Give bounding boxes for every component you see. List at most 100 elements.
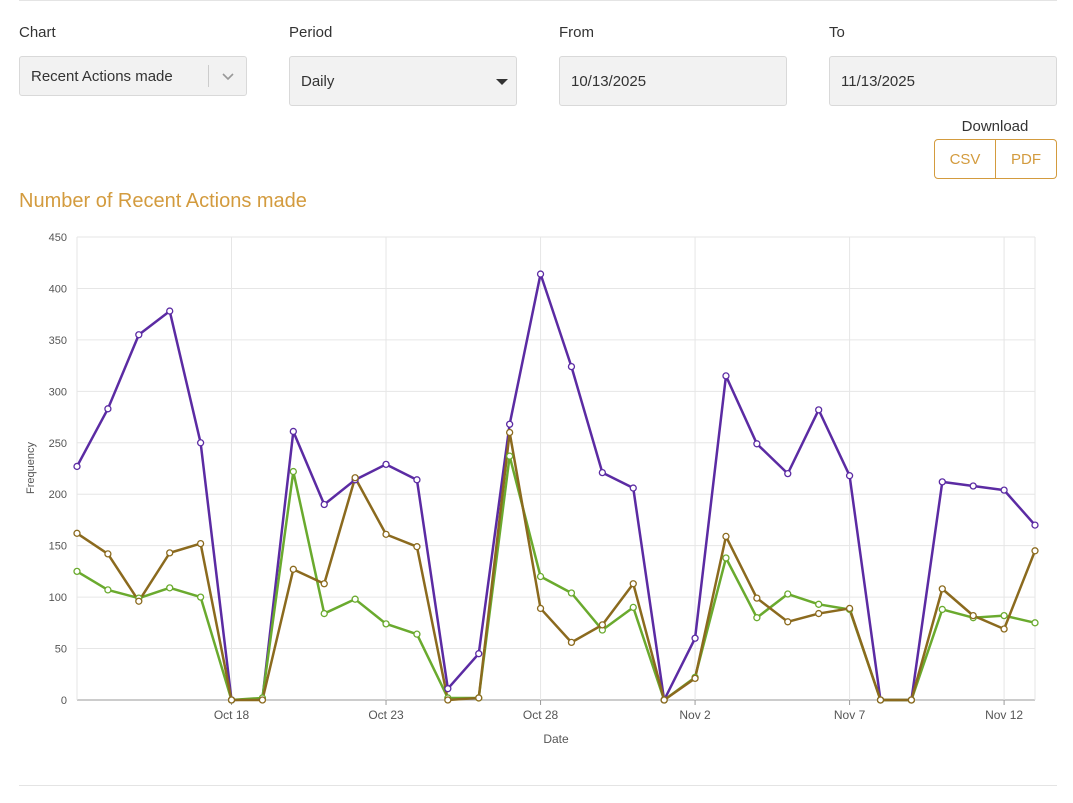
- y-tick-label: 450: [49, 232, 67, 244]
- top-divider: [19, 0, 1057, 1]
- data-point-series-3: [227, 696, 236, 704]
- data-point-series-1: [73, 462, 81, 471]
- data-point-series-1: [382, 460, 390, 469]
- line-chart: 0 50 100 150 200 250 300 350 400 450 Oct 18 Oct 23…: [25, 232, 1039, 746]
- y-tick-label: 50: [55, 644, 67, 656]
- data-point-series-1: [135, 331, 143, 339]
- from-date-value: 10/13/2025: [571, 72, 647, 90]
- data-point-series-2: [938, 605, 946, 614]
- data-point-series-3: [567, 638, 576, 647]
- y-tick-label: 150: [49, 541, 67, 553]
- from-field-label: From: [559, 24, 594, 41]
- x-tick-label: Nov 12: [985, 708, 1023, 722]
- y-tick-label: 350: [49, 335, 67, 347]
- data-point-series-1: [505, 420, 514, 428]
- y-axis-label: Frequency: [25, 442, 37, 494]
- data-point-series-1: [784, 469, 792, 478]
- data-point-series-1: [536, 270, 545, 278]
- caret-down-icon[interactable]: [496, 79, 508, 85]
- data-point-series-1: [104, 405, 112, 413]
- bottom-divider: [19, 785, 1057, 786]
- data-point-series-3: [938, 585, 946, 593]
- series-lines: [75, 272, 1037, 702]
- y-tick-label: 200: [49, 489, 67, 501]
- data-point-series-2: [166, 584, 174, 592]
- data-point-series-3: [444, 696, 452, 704]
- data-point-series-3: [660, 696, 668, 704]
- data-point-series-2: [196, 593, 205, 601]
- to-date-input[interactable]: 11/13/2025: [829, 56, 1057, 106]
- series-line-1: [75, 272, 1037, 702]
- data-point-series-3: [413, 543, 421, 551]
- data-point-series-2: [753, 614, 761, 622]
- data-point-series-3: [135, 597, 143, 605]
- data-point-series-2: [1000, 611, 1008, 620]
- data-point-series-2: [320, 609, 328, 618]
- data-point-series-1: [166, 307, 174, 315]
- data-point-series-2: [382, 620, 390, 628]
- chart-title: Number of Recent Actions made: [19, 190, 307, 212]
- data-point-series-3: [784, 618, 792, 626]
- data-point-series-1: [1031, 521, 1039, 529]
- x-axis-label: Date: [543, 732, 569, 746]
- period-field-label: Period: [289, 24, 333, 41]
- chart-field-label: Chart: [19, 24, 56, 41]
- data-point-series-3: [876, 696, 885, 704]
- pdf-download-button[interactable]: PDF: [996, 139, 1057, 179]
- y-axis-ticks: 0 50 100 150 200 250 300 350 400 450: [49, 232, 67, 707]
- data-point-series-1: [196, 439, 205, 447]
- data-point-series-3: [722, 532, 730, 541]
- period-select-value: Daily: [301, 72, 335, 90]
- data-point-series-2: [722, 554, 730, 562]
- data-point-series-1: [691, 634, 699, 642]
- x-tick-label: Oct 18: [214, 708, 250, 722]
- data-point-series-2: [1031, 619, 1039, 627]
- csv-download-button[interactable]: CSV: [934, 139, 996, 179]
- data-point-series-1: [320, 500, 328, 509]
- data-point-series-1: [629, 484, 637, 492]
- data-point-series-3: [73, 529, 81, 537]
- data-point-series-3: [382, 530, 390, 538]
- data-point-series-3: [289, 565, 297, 573]
- data-point-series-3: [196, 539, 205, 548]
- y-tick-label: 0: [61, 695, 67, 707]
- download-label: Download: [961, 118, 1029, 135]
- data-point-series-2: [104, 586, 112, 594]
- data-point-series-3: [845, 604, 854, 613]
- chart-select-value: Recent Actions made: [31, 67, 173, 85]
- data-point-series-1: [753, 440, 761, 448]
- chevron-down-icon[interactable]: [220, 68, 236, 84]
- data-point-series-1: [938, 478, 946, 486]
- data-point-series-3: [907, 696, 916, 704]
- data-point-series-3: [351, 474, 359, 482]
- data-point-series-1: [969, 482, 977, 490]
- data-point-series-3: [536, 604, 545, 613]
- data-point-series-1: [598, 468, 607, 477]
- data-point-series-2: [815, 600, 823, 608]
- data-point-series-1: [722, 372, 730, 380]
- y-tick-label: 400: [49, 283, 67, 295]
- chart-select[interactable]: Recent Actions made: [19, 56, 247, 96]
- data-point-series-3: [598, 621, 607, 629]
- chart-grid: [76, 236, 1036, 701]
- data-point-series-3: [629, 580, 637, 588]
- data-point-series-1: [815, 406, 823, 414]
- series-points: [73, 270, 1039, 704]
- y-tick-label: 250: [49, 438, 67, 450]
- data-point-series-3: [1031, 547, 1039, 555]
- x-tick-label: Nov 7: [834, 708, 866, 722]
- x-tick-label: Oct 23: [368, 708, 404, 722]
- period-select[interactable]: Daily: [289, 56, 517, 106]
- x-axis-ticks: Oct 18 Oct 23 Oct 28 Nov 2 Nov 7 Nov 12: [214, 700, 1023, 722]
- data-point-series-2: [289, 467, 297, 476]
- from-date-input[interactable]: 10/13/2025: [559, 56, 787, 106]
- data-point-series-3: [258, 696, 267, 704]
- data-point-series-1: [567, 362, 576, 371]
- to-field-label: To: [829, 24, 845, 41]
- data-point-series-3: [505, 428, 514, 437]
- to-date-value: 11/13/2025: [841, 72, 915, 90]
- data-point-series-1: [475, 650, 483, 658]
- data-point-series-2: [784, 590, 792, 598]
- data-point-series-3: [753, 594, 761, 602]
- data-point-series-3: [166, 549, 174, 557]
